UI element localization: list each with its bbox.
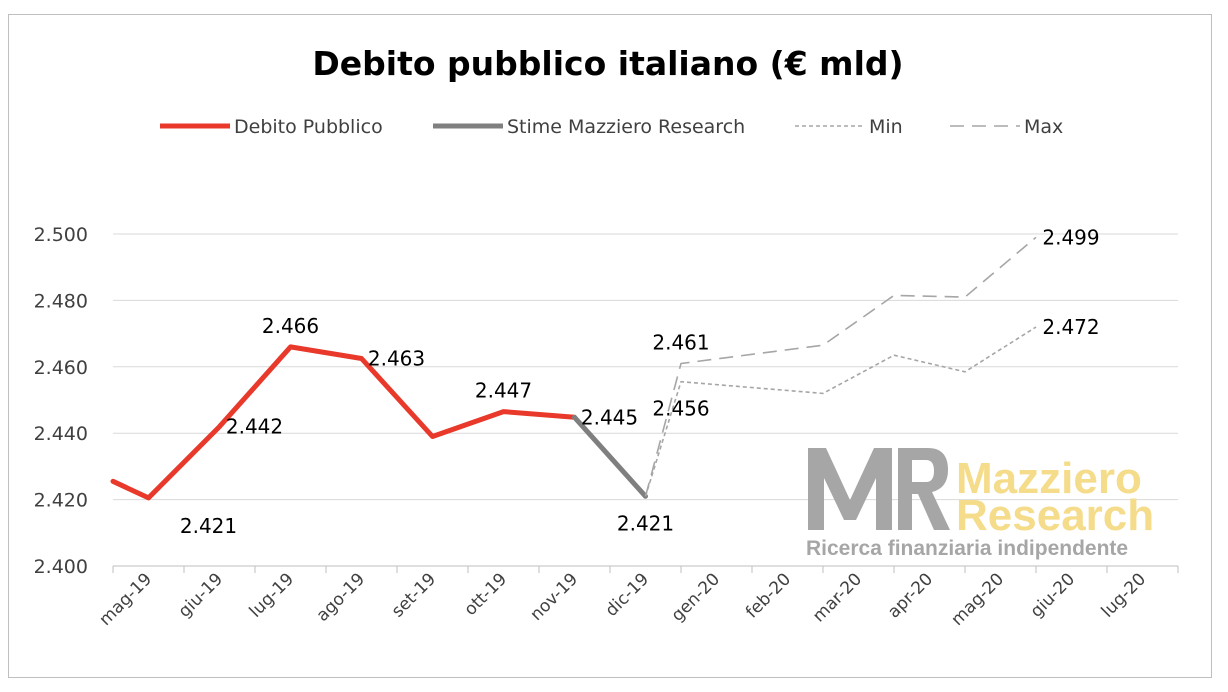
y-tick-label: 2.400 bbox=[34, 556, 88, 578]
y-tick-label: 2.500 bbox=[34, 224, 88, 246]
watermark-line2: Research bbox=[956, 491, 1154, 540]
data-label: 2.421 bbox=[180, 514, 237, 538]
data-label: 2.445 bbox=[581, 405, 638, 429]
data-label: 2.499 bbox=[1042, 225, 1099, 249]
x-tick-label: gen-20 bbox=[668, 569, 724, 625]
legend: Debito Pubblico Stime Mazziero Research Mi… bbox=[160, 116, 1063, 138]
legend-label: Debito Pubblico bbox=[234, 116, 383, 138]
watermark-line1: Mazziero bbox=[956, 454, 1142, 503]
data-label: 2.466 bbox=[262, 314, 319, 338]
x-tick-label: giu-20 bbox=[1027, 569, 1079, 621]
x-tick-label: dic-19 bbox=[602, 569, 653, 620]
data-label: 2.472 bbox=[1042, 315, 1099, 339]
data-label: 2.461 bbox=[652, 330, 709, 354]
data-labels: 2.421 2.442 2.466 2.463 2.447 2.445 2.421 2.461… bbox=[180, 225, 1100, 538]
grid bbox=[113, 233, 1178, 501]
series-line bbox=[572, 414, 648, 499]
x-axis: mag-19 giu-19 lug-19 ago-19 set-19 ott-19 nov-… bbox=[96, 565, 1179, 630]
watermark: Mazziero Research Ricerca finanziaria in… bbox=[806, 448, 1154, 560]
y-tick-label: 2.440 bbox=[34, 423, 88, 445]
x-tick-label: ott-19 bbox=[460, 569, 511, 620]
data-label: 2.463 bbox=[368, 347, 425, 371]
x-tick-label: giu-19 bbox=[175, 569, 227, 621]
series-line bbox=[110, 344, 577, 501]
watermark-logo-icon bbox=[808, 448, 950, 530]
y-tick-label: 2.480 bbox=[34, 290, 88, 312]
x-tick-label: apr-20 bbox=[884, 569, 937, 622]
data-label: 2.442 bbox=[226, 415, 283, 439]
x-tick-label: lug-20 bbox=[1098, 569, 1150, 621]
x-tick-label: mar-20 bbox=[809, 569, 866, 626]
data-label: 2.421 bbox=[617, 511, 674, 535]
x-tick-label: ago-19 bbox=[313, 569, 369, 625]
series-layer bbox=[110, 236, 1037, 501]
y-axis: 2.400 2.420 2.440 2.460 2.480 2.500 bbox=[34, 224, 88, 578]
legend-label: Stime Mazziero Research bbox=[507, 116, 745, 138]
series-line bbox=[644, 236, 1037, 497]
data-label: 2.447 bbox=[475, 379, 532, 403]
x-tick-label: feb-20 bbox=[742, 569, 795, 622]
y-tick-label: 2.460 bbox=[34, 357, 88, 379]
x-tick-label: nov-19 bbox=[526, 569, 582, 625]
chart-title: Debito pubblico italiano (€ mld) bbox=[312, 44, 903, 83]
x-tick-label: mag-19 bbox=[96, 569, 156, 629]
watermark-tagline: Ricerca finanziaria indipendente bbox=[806, 537, 1128, 560]
data-label: 2.456 bbox=[652, 397, 709, 421]
legend-label: Max bbox=[1024, 116, 1063, 138]
x-tick-label: set-19 bbox=[388, 569, 440, 621]
x-tick-label: mag-20 bbox=[948, 569, 1008, 629]
y-tick-label: 2.420 bbox=[34, 490, 88, 512]
series-line bbox=[644, 326, 1037, 497]
x-tick-label: lug-19 bbox=[246, 569, 298, 621]
legend-label: Min bbox=[869, 116, 903, 138]
